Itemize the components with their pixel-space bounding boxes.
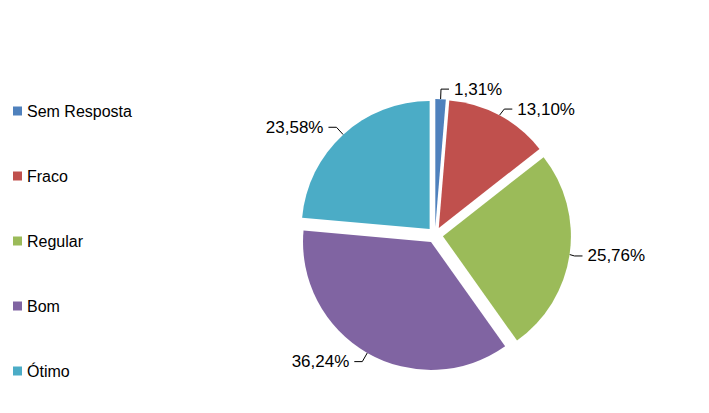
- svg-text:Ótimo: Ótimo: [27, 362, 70, 380]
- svg-text:36,24%: 36,24%: [292, 352, 350, 371]
- svg-text:Sem Resposta: Sem Resposta: [27, 103, 132, 120]
- svg-text:25,76%: 25,76%: [587, 246, 645, 265]
- svg-text:Bom: Bom: [27, 298, 60, 315]
- svg-text:1,31%: 1,31%: [454, 80, 502, 99]
- svg-text:Regular: Regular: [27, 233, 84, 250]
- svg-text:23,58%: 23,58%: [266, 118, 324, 137]
- svg-text:13,10%: 13,10%: [517, 100, 575, 119]
- svg-text:Fraco: Fraco: [27, 168, 68, 185]
